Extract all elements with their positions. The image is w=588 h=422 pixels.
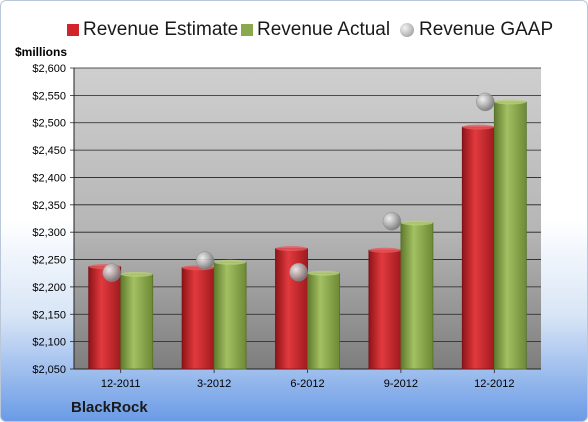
bar-revenue-estimate-top <box>462 124 495 130</box>
y-tick-label: $2,250 <box>32 255 66 267</box>
bar-revenue-estimate <box>181 267 215 370</box>
x-tick-label: 6-2012 <box>290 378 324 390</box>
bar-revenue-actual <box>400 222 434 370</box>
y-tick-label: $2,300 <box>32 227 66 239</box>
y-axis-unit-label: $millions <box>15 45 68 59</box>
legend-marker-ball <box>400 23 414 37</box>
y-tick-label: $2,200 <box>32 282 66 294</box>
bar-revenue-estimate-top <box>368 247 401 253</box>
x-tick-label: 12-2012 <box>474 378 514 390</box>
bar-revenue-actual-top <box>400 220 433 226</box>
bar-revenue-actual-top <box>214 259 247 265</box>
legend-item-estimate: Revenue Estimate <box>67 19 238 41</box>
bar-revenue-actual <box>213 261 247 370</box>
bar-revenue-actual <box>120 273 154 370</box>
y-tick-label: $2,450 <box>32 145 66 157</box>
legend: Revenue Estimate Revenue Actual Revenue … <box>1 15 587 45</box>
bar-revenue-actual-top <box>494 99 527 105</box>
y-tick-label: $2,050 <box>32 364 66 376</box>
bar-revenue-estimate <box>461 126 495 370</box>
marker-revenue-gaap <box>382 211 402 231</box>
y-tick-label: $2,550 <box>32 90 66 102</box>
legend-item-gaap: Revenue GAAP <box>400 19 553 41</box>
bar-revenue-estimate <box>88 266 122 370</box>
legend-label: Revenue Estimate <box>83 19 239 40</box>
bar-revenue-actual <box>307 272 340 370</box>
legend-label: Revenue GAAP <box>419 19 554 40</box>
legend-swatch-red <box>67 24 79 36</box>
marker-revenue-gaap <box>102 263 121 282</box>
y-tick-label: $2,400 <box>32 172 66 184</box>
y-tick-label: $2,500 <box>32 118 66 130</box>
y-tick-label: $2,100 <box>32 337 66 349</box>
y-tick-label: $2,150 <box>32 309 66 321</box>
x-tick-label: 12-2011 <box>101 378 141 390</box>
x-tick-label: 9-2012 <box>384 378 418 390</box>
legend-label: Revenue Actual <box>257 19 391 40</box>
bar-revenue-estimate-top <box>275 246 308 252</box>
bar-revenue-actual-top <box>307 270 340 276</box>
marker-revenue-gaap <box>195 251 215 270</box>
marker-revenue-gaap <box>289 262 308 282</box>
legend-swatch-green <box>241 24 253 36</box>
bar-revenue-estimate <box>368 249 402 370</box>
bar-revenue-actual <box>493 101 527 370</box>
y-tick-label: $2,600 <box>32 63 66 75</box>
bar-revenue-actual-top <box>120 271 153 277</box>
legend-item-actual: Revenue Actual <box>241 19 390 41</box>
x-tick-label: 3-2012 <box>197 378 231 390</box>
marker-revenue-gaap <box>476 92 495 112</box>
company-name: BlackRock <box>71 399 148 416</box>
y-tick-label: $2,350 <box>32 200 66 212</box>
